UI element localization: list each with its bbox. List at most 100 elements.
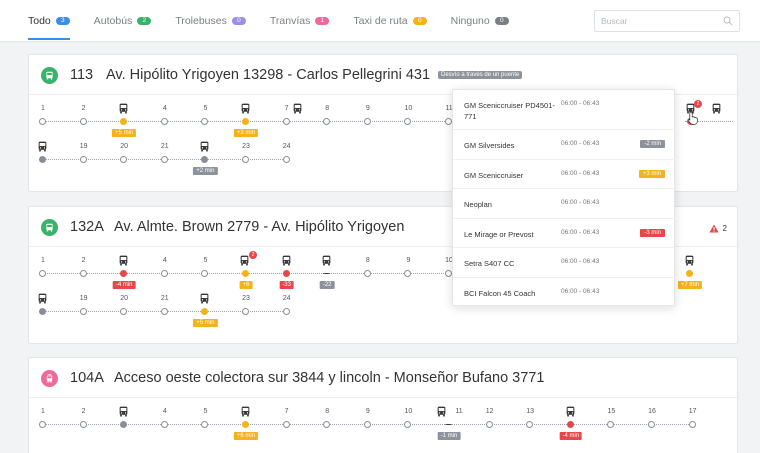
stop-dot[interactable] bbox=[201, 118, 209, 125]
vehicle-list-item[interactable]: GM Sceniccruiser 06:00 - 06:43 +3 min bbox=[453, 160, 676, 190]
stop-dot[interactable] bbox=[242, 118, 249, 125]
vehicle-list-item[interactable]: Le Mirage or Prevost 06:00 - 06:43 -3 min bbox=[453, 219, 676, 249]
tab-trolebuses[interactable]: Trolebuses 0 bbox=[175, 0, 246, 42]
stop-dot[interactable] bbox=[363, 118, 371, 125]
bus-icon[interactable] bbox=[565, 406, 576, 417]
bus-icon[interactable] bbox=[711, 103, 722, 114]
stop-dot[interactable] bbox=[445, 118, 452, 125]
stop-dot[interactable] bbox=[160, 156, 168, 163]
stop-dot[interactable] bbox=[160, 421, 168, 428]
bus-icon[interactable] bbox=[199, 293, 210, 304]
stop-dot[interactable] bbox=[566, 421, 574, 428]
stop-dot[interactable] bbox=[648, 421, 655, 428]
stop-dot[interactable] bbox=[242, 421, 249, 428]
stop-dot[interactable] bbox=[282, 421, 290, 428]
stop-dot[interactable] bbox=[39, 118, 46, 125]
stop-number: 23 bbox=[242, 295, 250, 302]
bus-icon[interactable] bbox=[684, 255, 695, 266]
delay-badge: -33 bbox=[279, 281, 294, 289]
stop-dot[interactable] bbox=[445, 424, 452, 425]
bus-icon[interactable] bbox=[240, 406, 251, 417]
stop-dot[interactable] bbox=[160, 308, 168, 315]
stop-dot[interactable] bbox=[120, 308, 128, 315]
tab-autobús[interactable]: Autobús 2 bbox=[94, 0, 152, 42]
stop-dot[interactable] bbox=[323, 421, 331, 428]
bus-icon[interactable] bbox=[292, 103, 303, 114]
vehicle-list-item[interactable]: Neoplan 06:00 - 06:43 bbox=[453, 189, 676, 219]
vehicle-list-item[interactable]: GM Sceniccruiser PD4501-771 06:00 - 06:43 bbox=[453, 90, 676, 130]
stop-dot[interactable] bbox=[282, 156, 290, 163]
alert-count: 2 bbox=[722, 224, 727, 233]
stop-dot[interactable] bbox=[485, 421, 493, 428]
tab-tranvías[interactable]: Tranvías 1 bbox=[270, 0, 330, 42]
stop-dot[interactable] bbox=[323, 118, 331, 125]
bus-icon[interactable] bbox=[118, 103, 129, 114]
stop-dot[interactable] bbox=[526, 421, 534, 428]
stop-dot[interactable] bbox=[688, 421, 696, 428]
stop-dot[interactable] bbox=[201, 421, 209, 428]
tab-todo[interactable]: Todo 3 bbox=[28, 0, 70, 42]
bus-icon[interactable] bbox=[240, 103, 251, 114]
stop-number: 20 bbox=[120, 295, 129, 302]
bus-icon[interactable] bbox=[685, 103, 696, 114]
stop-dot[interactable] bbox=[120, 118, 128, 125]
stop-dot[interactable] bbox=[282, 308, 290, 315]
stop-number: 8 bbox=[325, 408, 330, 415]
bus-icon[interactable] bbox=[37, 293, 48, 304]
stop-number: 10 bbox=[404, 408, 413, 415]
stop-dot[interactable] bbox=[79, 118, 87, 125]
stop-dot[interactable] bbox=[79, 270, 87, 277]
vehicle-list-item[interactable]: BCI Falcon 45 Coach 06:00 - 06:43 bbox=[453, 278, 676, 308]
stop-dot[interactable] bbox=[201, 270, 209, 277]
tab-count-badge: 0 bbox=[494, 17, 509, 25]
stop-dot[interactable] bbox=[79, 308, 87, 315]
stop-dot[interactable] bbox=[160, 118, 168, 125]
stop-dot[interactable] bbox=[282, 270, 290, 277]
stop-dot[interactable] bbox=[120, 421, 128, 428]
bus-icon[interactable] bbox=[436, 406, 447, 417]
stop-dot[interactable] bbox=[120, 270, 128, 277]
route-number: 113 bbox=[70, 67, 94, 83]
tab-ninguno[interactable]: Ninguno 0 bbox=[451, 0, 509, 42]
stop-dot[interactable] bbox=[242, 270, 249, 277]
stop-dot[interactable] bbox=[404, 270, 412, 277]
stop-dot[interactable] bbox=[404, 421, 412, 428]
stop-dot[interactable] bbox=[282, 118, 290, 125]
stop-dot[interactable] bbox=[607, 421, 615, 428]
vehicle-list-item[interactable]: GM Silversides 06:00 - 06:43 -2 min bbox=[453, 130, 676, 160]
alert-indicator[interactable]: 2 bbox=[708, 224, 727, 233]
vehicle-list-item[interactable]: Setra S407 CC 06:00 - 06:43 bbox=[453, 248, 676, 278]
stop-dot[interactable] bbox=[160, 270, 168, 277]
bus-icon[interactable] bbox=[118, 255, 129, 266]
route-card-104a[interactable]: 104A Acceso oeste colectora sur 3844 y l… bbox=[28, 357, 738, 453]
stop-dot[interactable] bbox=[79, 421, 87, 428]
stop-dot[interactable] bbox=[445, 270, 452, 277]
stop-dot[interactable] bbox=[363, 421, 371, 428]
stop-dot[interactable] bbox=[39, 308, 46, 315]
tab-taxi-de-ruta[interactable]: Taxi de ruta 0 bbox=[353, 0, 427, 42]
stop-dot[interactable] bbox=[201, 156, 209, 163]
stop-dot[interactable] bbox=[39, 156, 46, 163]
search-icon[interactable] bbox=[723, 16, 733, 26]
stop-dot[interactable] bbox=[39, 421, 46, 428]
stop-dot[interactable] bbox=[39, 270, 46, 277]
stop-dot[interactable] bbox=[363, 270, 371, 277]
vehicle-list-popup[interactable]: GM Sceniccruiser PD4501-771 06:00 - 06:43… bbox=[452, 89, 676, 308]
stop-dot[interactable] bbox=[201, 308, 209, 315]
stop-dot[interactable] bbox=[686, 270, 693, 277]
bus-icon[interactable] bbox=[118, 406, 129, 417]
stop-dot[interactable] bbox=[404, 118, 412, 125]
stop-dot[interactable] bbox=[242, 308, 249, 315]
bus-icon[interactable] bbox=[37, 141, 48, 152]
search-box[interactable] bbox=[594, 10, 740, 32]
bus-icon[interactable] bbox=[321, 255, 332, 266]
search-input[interactable] bbox=[595, 11, 715, 31]
stop-dot[interactable] bbox=[120, 156, 128, 163]
stop-dot[interactable] bbox=[79, 156, 87, 163]
stop-dot[interactable] bbox=[242, 156, 249, 163]
bus-icon[interactable] bbox=[239, 255, 250, 266]
stop-dot[interactable] bbox=[323, 273, 331, 274]
bus-icon[interactable] bbox=[199, 141, 210, 152]
bus-icon[interactable] bbox=[281, 255, 292, 266]
